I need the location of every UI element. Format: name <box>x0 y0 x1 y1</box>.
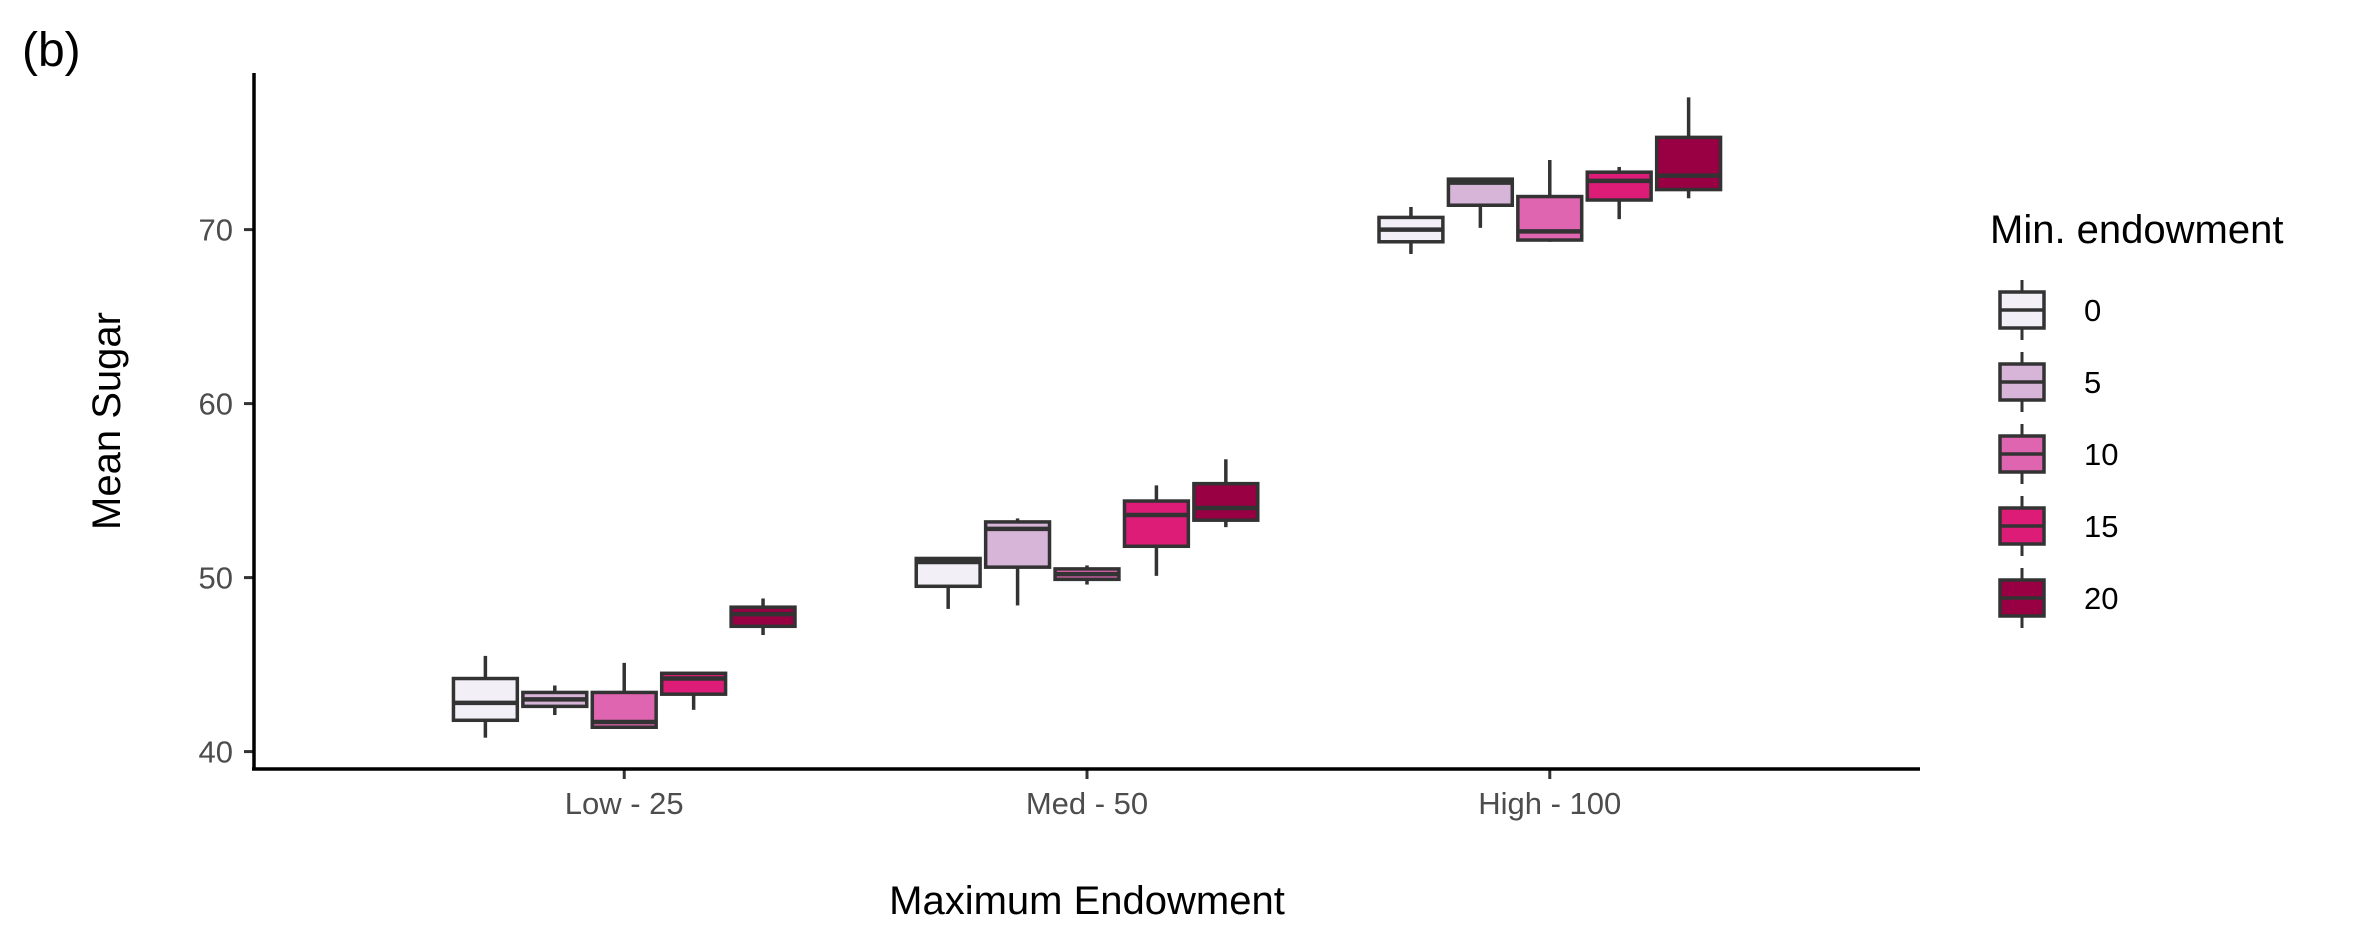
legend-title: Min. endowment <box>1990 208 2283 252</box>
y-tick-label: 60 <box>199 387 233 422</box>
legend-label: 15 <box>2084 509 2118 544</box>
legend-item-20: 20 <box>1998 568 2118 628</box>
legend-item-15: 15 <box>1998 496 2118 556</box>
box-5-1 <box>983 518 1052 606</box>
x-tick-label: High - 100 <box>1478 786 1621 821</box>
y-axis-title: Mean Sugar <box>85 312 129 530</box>
x-tick-label: Med - 50 <box>1026 786 1148 821</box>
box-15-0 <box>659 671 728 710</box>
legend-label: 20 <box>2084 581 2118 616</box>
legend-items: 0 5 10 15 20 <box>1998 280 2118 628</box>
box-body <box>729 605 797 629</box>
y-tick-label: 50 <box>199 561 233 596</box>
box-body <box>1192 481 1260 522</box>
box-10-1 <box>1053 565 1121 585</box>
box-body <box>451 676 520 723</box>
box-body <box>1585 170 1653 202</box>
box-20-2 <box>1654 97 1723 199</box>
legend-label: 10 <box>2084 437 2118 472</box>
plot-area <box>451 97 1723 738</box>
box-10-0 <box>590 662 658 729</box>
x-axis-ticks: Low - 25 Med - 50 High - 100 <box>565 769 1621 821</box>
box-5-0 <box>521 685 589 716</box>
x-axis-title: Maximum Endowment <box>889 879 1285 923</box>
legend-item-5: 5 <box>1998 352 2101 412</box>
x-tick-label: Low - 25 <box>565 786 684 821</box>
panel-label: (b) <box>22 24 81 77</box>
box-0-1 <box>914 556 982 609</box>
box-10-2 <box>1516 160 1584 242</box>
box-0-0 <box>451 655 520 738</box>
box-20-0 <box>729 598 797 636</box>
legend-label: 0 <box>2084 293 2101 328</box>
box-20-1 <box>1192 459 1260 528</box>
y-axis-ticks: 40 50 60 70 <box>199 213 254 770</box>
box-0-2 <box>1377 206 1445 254</box>
legend-item-0: 0 <box>1998 280 2101 340</box>
box-body <box>1654 135 1723 192</box>
box-15-1 <box>1122 485 1191 576</box>
y-tick-label: 70 <box>199 213 233 248</box>
legend-label: 5 <box>2084 365 2101 400</box>
legend-item-10: 10 <box>1998 424 2118 484</box>
box-body <box>1122 499 1191 549</box>
box-5-2 <box>1446 177 1515 228</box>
box-15-2 <box>1585 166 1653 220</box>
y-tick-label: 40 <box>199 735 233 770</box>
legend: Min. endowment 0 5 10 15 20 <box>1990 208 2283 628</box>
